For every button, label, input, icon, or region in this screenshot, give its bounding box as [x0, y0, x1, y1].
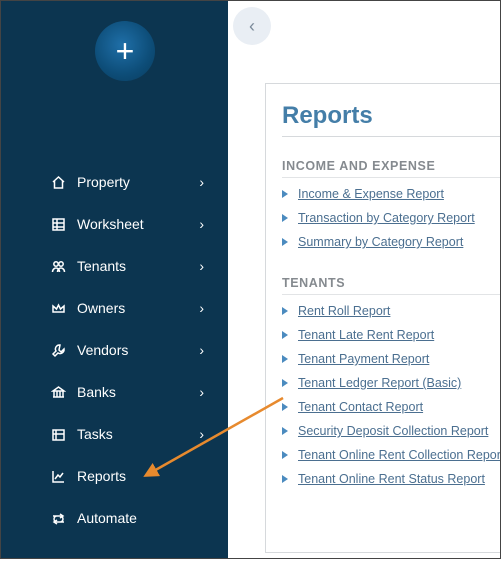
automate-icon — [49, 511, 67, 526]
chevron-right-icon: › — [199, 174, 204, 190]
chevron-right-icon: › — [199, 426, 204, 442]
main-panel: Reports INCOME AND EXPENSE Income & Expen… — [265, 83, 500, 553]
sidebar-item-tasks[interactable]: Tasks› — [1, 413, 228, 455]
worksheet-icon — [49, 217, 67, 232]
report-list-item: Summary by Category Report — [282, 230, 500, 254]
triangle-bullet-icon — [282, 451, 288, 459]
report-link[interactable]: Tenant Online Rent Status Report — [298, 472, 485, 486]
report-list-item: Tenant Online Rent Status Report — [282, 467, 500, 491]
report-link[interactable]: Rent Roll Report — [298, 304, 390, 318]
sidebar: + Property›Worksheet›Tenants›Owners›Vend… — [1, 1, 228, 558]
sidebar-item-label: Tenants — [77, 258, 199, 274]
sidebar-item-automate[interactable]: Automate› — [1, 497, 228, 539]
sidebar-item-reports[interactable]: Reports› — [1, 455, 228, 497]
sidebar-item-label: Property — [77, 174, 199, 190]
sidebar-nav: Property›Worksheet›Tenants›Owners›Vendor… — [1, 161, 228, 539]
triangle-bullet-icon — [282, 214, 288, 222]
sidebar-item-tenants[interactable]: Tenants› — [1, 245, 228, 287]
triangle-bullet-icon — [282, 427, 288, 435]
sidebar-item-worksheet[interactable]: Worksheet› — [1, 203, 228, 245]
chart-icon — [49, 469, 67, 484]
sidebar-item-vendors[interactable]: Vendors› — [1, 329, 228, 371]
sidebar-item-label: Worksheet — [77, 216, 199, 232]
page-title: Reports — [282, 102, 500, 137]
triangle-bullet-icon — [282, 307, 288, 315]
chevron-right-icon: › — [199, 384, 204, 400]
triangle-bullet-icon — [282, 403, 288, 411]
triangle-bullet-icon — [282, 190, 288, 198]
report-list-item: Tenant Payment Report — [282, 347, 500, 371]
sidebar-item-label: Reports — [77, 468, 199, 484]
report-list: Income & Expense Report Transaction by Ca… — [282, 182, 500, 254]
chevron-left-icon: ‹ — [249, 16, 255, 37]
report-list-item: Tenant Late Rent Report — [282, 323, 500, 347]
report-link[interactable]: Security Deposit Collection Report — [298, 424, 488, 438]
report-link[interactable]: Summary by Category Report — [298, 235, 463, 249]
triangle-bullet-icon — [282, 355, 288, 363]
sidebar-item-label: Tasks — [77, 426, 199, 442]
report-list: Rent Roll Report Tenant Late Rent Report T… — [282, 299, 500, 491]
sidebar-item-banks[interactable]: Banks› — [1, 371, 228, 413]
house-icon — [49, 175, 67, 190]
report-list-item: Tenant Online Rent Collection Report — [282, 443, 500, 467]
report-list-item: Rent Roll Report — [282, 299, 500, 323]
sidebar-item-label: Vendors — [77, 342, 199, 358]
app-frame: + Property›Worksheet›Tenants›Owners›Vend… — [0, 0, 501, 559]
collapse-sidebar-button[interactable]: ‹ — [233, 7, 271, 45]
plus-icon: + — [116, 33, 135, 70]
sidebar-item-label: Owners — [77, 300, 199, 316]
tasks-icon — [49, 427, 67, 442]
section-heading: INCOME AND EXPENSE — [282, 159, 500, 178]
report-list-item: Security Deposit Collection Report — [282, 419, 500, 443]
wrench-icon — [49, 343, 67, 358]
sidebar-item-label: Banks — [77, 384, 199, 400]
people-icon — [49, 259, 67, 274]
bank-icon — [49, 385, 67, 400]
report-link[interactable]: Income & Expense Report — [298, 187, 444, 201]
triangle-bullet-icon — [282, 331, 288, 339]
report-link[interactable]: Tenant Late Rent Report — [298, 328, 434, 342]
report-link[interactable]: Tenant Online Rent Collection Report — [298, 448, 501, 462]
section-heading: TENANTS — [282, 276, 500, 295]
add-button[interactable]: + — [95, 21, 155, 81]
report-list-item: Transaction by Category Report — [282, 206, 500, 230]
chevron-right-icon: › — [199, 258, 204, 274]
sidebar-item-property[interactable]: Property› — [1, 161, 228, 203]
chevron-right-icon: › — [199, 342, 204, 358]
report-list-item: Tenant Contact Report — [282, 395, 500, 419]
crown-icon — [49, 301, 67, 316]
chevron-right-icon: › — [199, 300, 204, 316]
sidebar-item-owners[interactable]: Owners› — [1, 287, 228, 329]
report-list-item: Income & Expense Report — [282, 182, 500, 206]
report-link[interactable]: Tenant Payment Report — [298, 352, 429, 366]
triangle-bullet-icon — [282, 238, 288, 246]
report-link[interactable]: Tenant Ledger Report (Basic) — [298, 376, 461, 390]
report-link[interactable]: Tenant Contact Report — [298, 400, 423, 414]
sidebar-item-label: Automate — [77, 510, 199, 526]
triangle-bullet-icon — [282, 475, 288, 483]
report-list-item: Tenant Ledger Report (Basic) — [282, 371, 500, 395]
report-link[interactable]: Transaction by Category Report — [298, 211, 475, 225]
chevron-right-icon: › — [199, 216, 204, 232]
triangle-bullet-icon — [282, 379, 288, 387]
